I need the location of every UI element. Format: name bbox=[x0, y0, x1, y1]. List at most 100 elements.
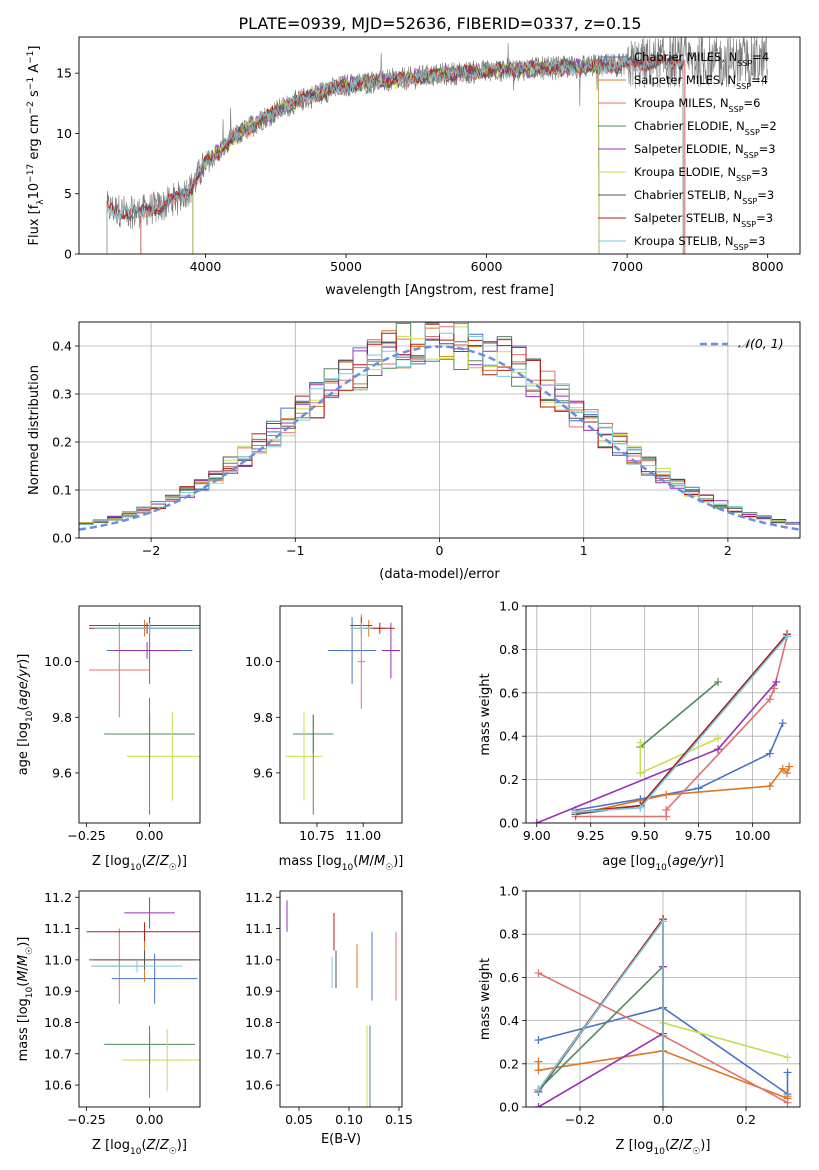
y-axis-label: mass weight bbox=[478, 958, 493, 1040]
x-tick-label: 0.15 bbox=[385, 1112, 413, 1127]
y-tick-label: 10.6 bbox=[245, 1078, 273, 1093]
x-tick-label: 0.2 bbox=[736, 1112, 756, 1127]
x-tick-label: −0.25 bbox=[67, 1112, 105, 1127]
series-line bbox=[538, 1006, 789, 1096]
x-tick-label: 2 bbox=[724, 543, 732, 558]
series-marker bbox=[783, 1098, 792, 1107]
y-tick-label: 10 bbox=[56, 126, 72, 141]
histograms bbox=[79, 322, 800, 531]
x-tick-label: −0.2 bbox=[565, 1112, 595, 1127]
y-tick-label: 10.7 bbox=[245, 1046, 273, 1061]
mass-weight-series bbox=[571, 632, 792, 817]
mass-weight-series bbox=[636, 677, 723, 752]
errorbar-point bbox=[350, 622, 373, 634]
series-line bbox=[575, 635, 788, 813]
series-line bbox=[575, 636, 788, 818]
errorbar-point bbox=[126, 711, 200, 801]
y-tick-label: 0.8 bbox=[499, 642, 519, 657]
x-tick-label: 9.25 bbox=[577, 828, 605, 843]
y-tick-label: 15 bbox=[56, 66, 72, 81]
y-tick-label: 11.1 bbox=[44, 921, 72, 936]
x-tick-label: 0.05 bbox=[285, 1112, 313, 1127]
mass-weight-series bbox=[659, 1018, 792, 1062]
y-tick-label: 9.8 bbox=[52, 710, 72, 725]
y-tick-label: 0 bbox=[64, 247, 72, 262]
legend-label: Kroupa ELODIE, NSSP=3 bbox=[634, 165, 768, 183]
y-tick-label: 10.9 bbox=[245, 984, 273, 999]
series-marker bbox=[636, 769, 645, 778]
massweight-vs-age-panel: 9.00 9.25 9.50 9.75 10.00 0.0 0.2 0.4 0.6 0.8 1.0 a… bbox=[478, 599, 801, 873]
x-axis-label: (data-model)/error bbox=[379, 567, 500, 582]
mass-weight-series bbox=[534, 917, 667, 1107]
y-tick-label: 0.0 bbox=[499, 1100, 519, 1115]
y-tick-label: 11.2 bbox=[245, 890, 273, 905]
y-tick-label: 10.6 bbox=[44, 1078, 72, 1093]
mass-vs-ebv-panel: 0.05 0.10 0.15 10.6 10.7 10.8 10.9 11.0 11.1 11.2… bbox=[245, 890, 413, 1147]
age-vs-mass-panel: 10.75 11.00 9.6 9.8 10.0 mass [log10(M/M☉)] bbox=[245, 605, 403, 873]
y-tick-label: 10.8 bbox=[245, 1015, 273, 1030]
series-lines bbox=[534, 915, 792, 1107]
series-marker bbox=[772, 677, 781, 686]
series-line bbox=[639, 681, 719, 748]
x-tick-label: 0.0 bbox=[653, 1112, 673, 1127]
legend-label: Chabrier STELIB, NSSP=3 bbox=[634, 188, 774, 206]
y-tick-label: 11.2 bbox=[44, 890, 72, 905]
y-axis-label: mass weight bbox=[478, 673, 493, 755]
model-spectrum-line bbox=[192, 58, 600, 254]
y-tick-label: 0.1 bbox=[52, 483, 72, 498]
series-marker bbox=[662, 805, 671, 814]
errorbar-point bbox=[111, 953, 198, 1004]
series-line bbox=[537, 918, 664, 1107]
x-tick-label: 9.50 bbox=[631, 828, 659, 843]
y-tick-label: 0.3 bbox=[52, 387, 72, 402]
legend-label: 𝒩(0, 1) bbox=[738, 336, 784, 351]
x-axis-label: Z [log10(Z/Z☉)] bbox=[92, 1138, 187, 1157]
x-tick-label: −0.25 bbox=[67, 828, 105, 843]
errorbar-point bbox=[86, 922, 200, 942]
axes-frame bbox=[78, 321, 801, 539]
x-tick-label: 7000 bbox=[611, 259, 643, 274]
y-axis-label: mass [log10(M/M☉)] bbox=[16, 937, 35, 1062]
errorbar-point bbox=[285, 711, 323, 801]
y-tick-label: 0.4 bbox=[499, 729, 519, 744]
series-marker bbox=[534, 1066, 543, 1075]
y-tick-label: 11.1 bbox=[245, 921, 273, 936]
x-tick-label: −1 bbox=[286, 543, 304, 558]
series-line bbox=[662, 1022, 788, 1059]
mass-weight-series bbox=[571, 630, 792, 817]
x-axis-label: age [log10(age/yr)] bbox=[602, 854, 724, 873]
mass-weight-series bbox=[534, 962, 667, 1107]
errorbar-point bbox=[124, 897, 175, 929]
mass-vs-Z-panel: −0.25 0.00 10.6 10.7 10.8 10.9 11.0 11.1 11.2 Z [… bbox=[16, 890, 201, 1157]
y-tick-label: 5 bbox=[64, 186, 72, 201]
model-spectrum-line bbox=[140, 54, 686, 254]
series-line bbox=[538, 966, 664, 1107]
x-tick-label: 0 bbox=[436, 543, 444, 558]
series-marker bbox=[783, 1068, 792, 1077]
series-line bbox=[575, 633, 788, 813]
series-marker bbox=[785, 762, 794, 771]
spectrum-panel: 4000 5000 6000 7000 8000 0 5 10 15 Chabrier MILES… bbox=[26, 36, 801, 298]
series-marker bbox=[783, 769, 792, 778]
x-tick-label: 9.00 bbox=[523, 828, 551, 843]
series-marker bbox=[636, 738, 645, 747]
series-marker bbox=[714, 677, 723, 686]
series-line bbox=[575, 766, 790, 816]
errorbar-point bbox=[121, 1028, 200, 1092]
x-tick-label: 0.00 bbox=[136, 828, 164, 843]
y-tick-label: 0.2 bbox=[499, 772, 519, 787]
residuals-panel: −2 −1 0 1 2 0.0 0.1 0.2 0.3 0.4 𝒩(0, 1) (data-model… bbox=[27, 321, 801, 582]
series-line bbox=[537, 966, 664, 1091]
y-tick-label: 1.0 bbox=[499, 599, 519, 614]
axes-frame bbox=[525, 605, 801, 824]
series-marker bbox=[659, 1103, 667, 1107]
series-marker bbox=[534, 969, 543, 978]
x-tick-label: 0.00 bbox=[136, 1112, 164, 1127]
y-tick-label: 0.4 bbox=[52, 339, 72, 354]
mass-weight-series bbox=[571, 630, 792, 819]
massweight-vs-Z-panel: −0.2 0.0 0.2 0.0 0.2 0.4 0.6 0.8 1.0 Z [log10(Z/Z… bbox=[478, 884, 801, 1157]
legend-label: Kroupa STELIB, NSSP=3 bbox=[634, 234, 765, 252]
mass-weight-series bbox=[636, 734, 723, 778]
x-tick-label: 9.75 bbox=[685, 828, 713, 843]
series-marker bbox=[534, 1103, 543, 1107]
